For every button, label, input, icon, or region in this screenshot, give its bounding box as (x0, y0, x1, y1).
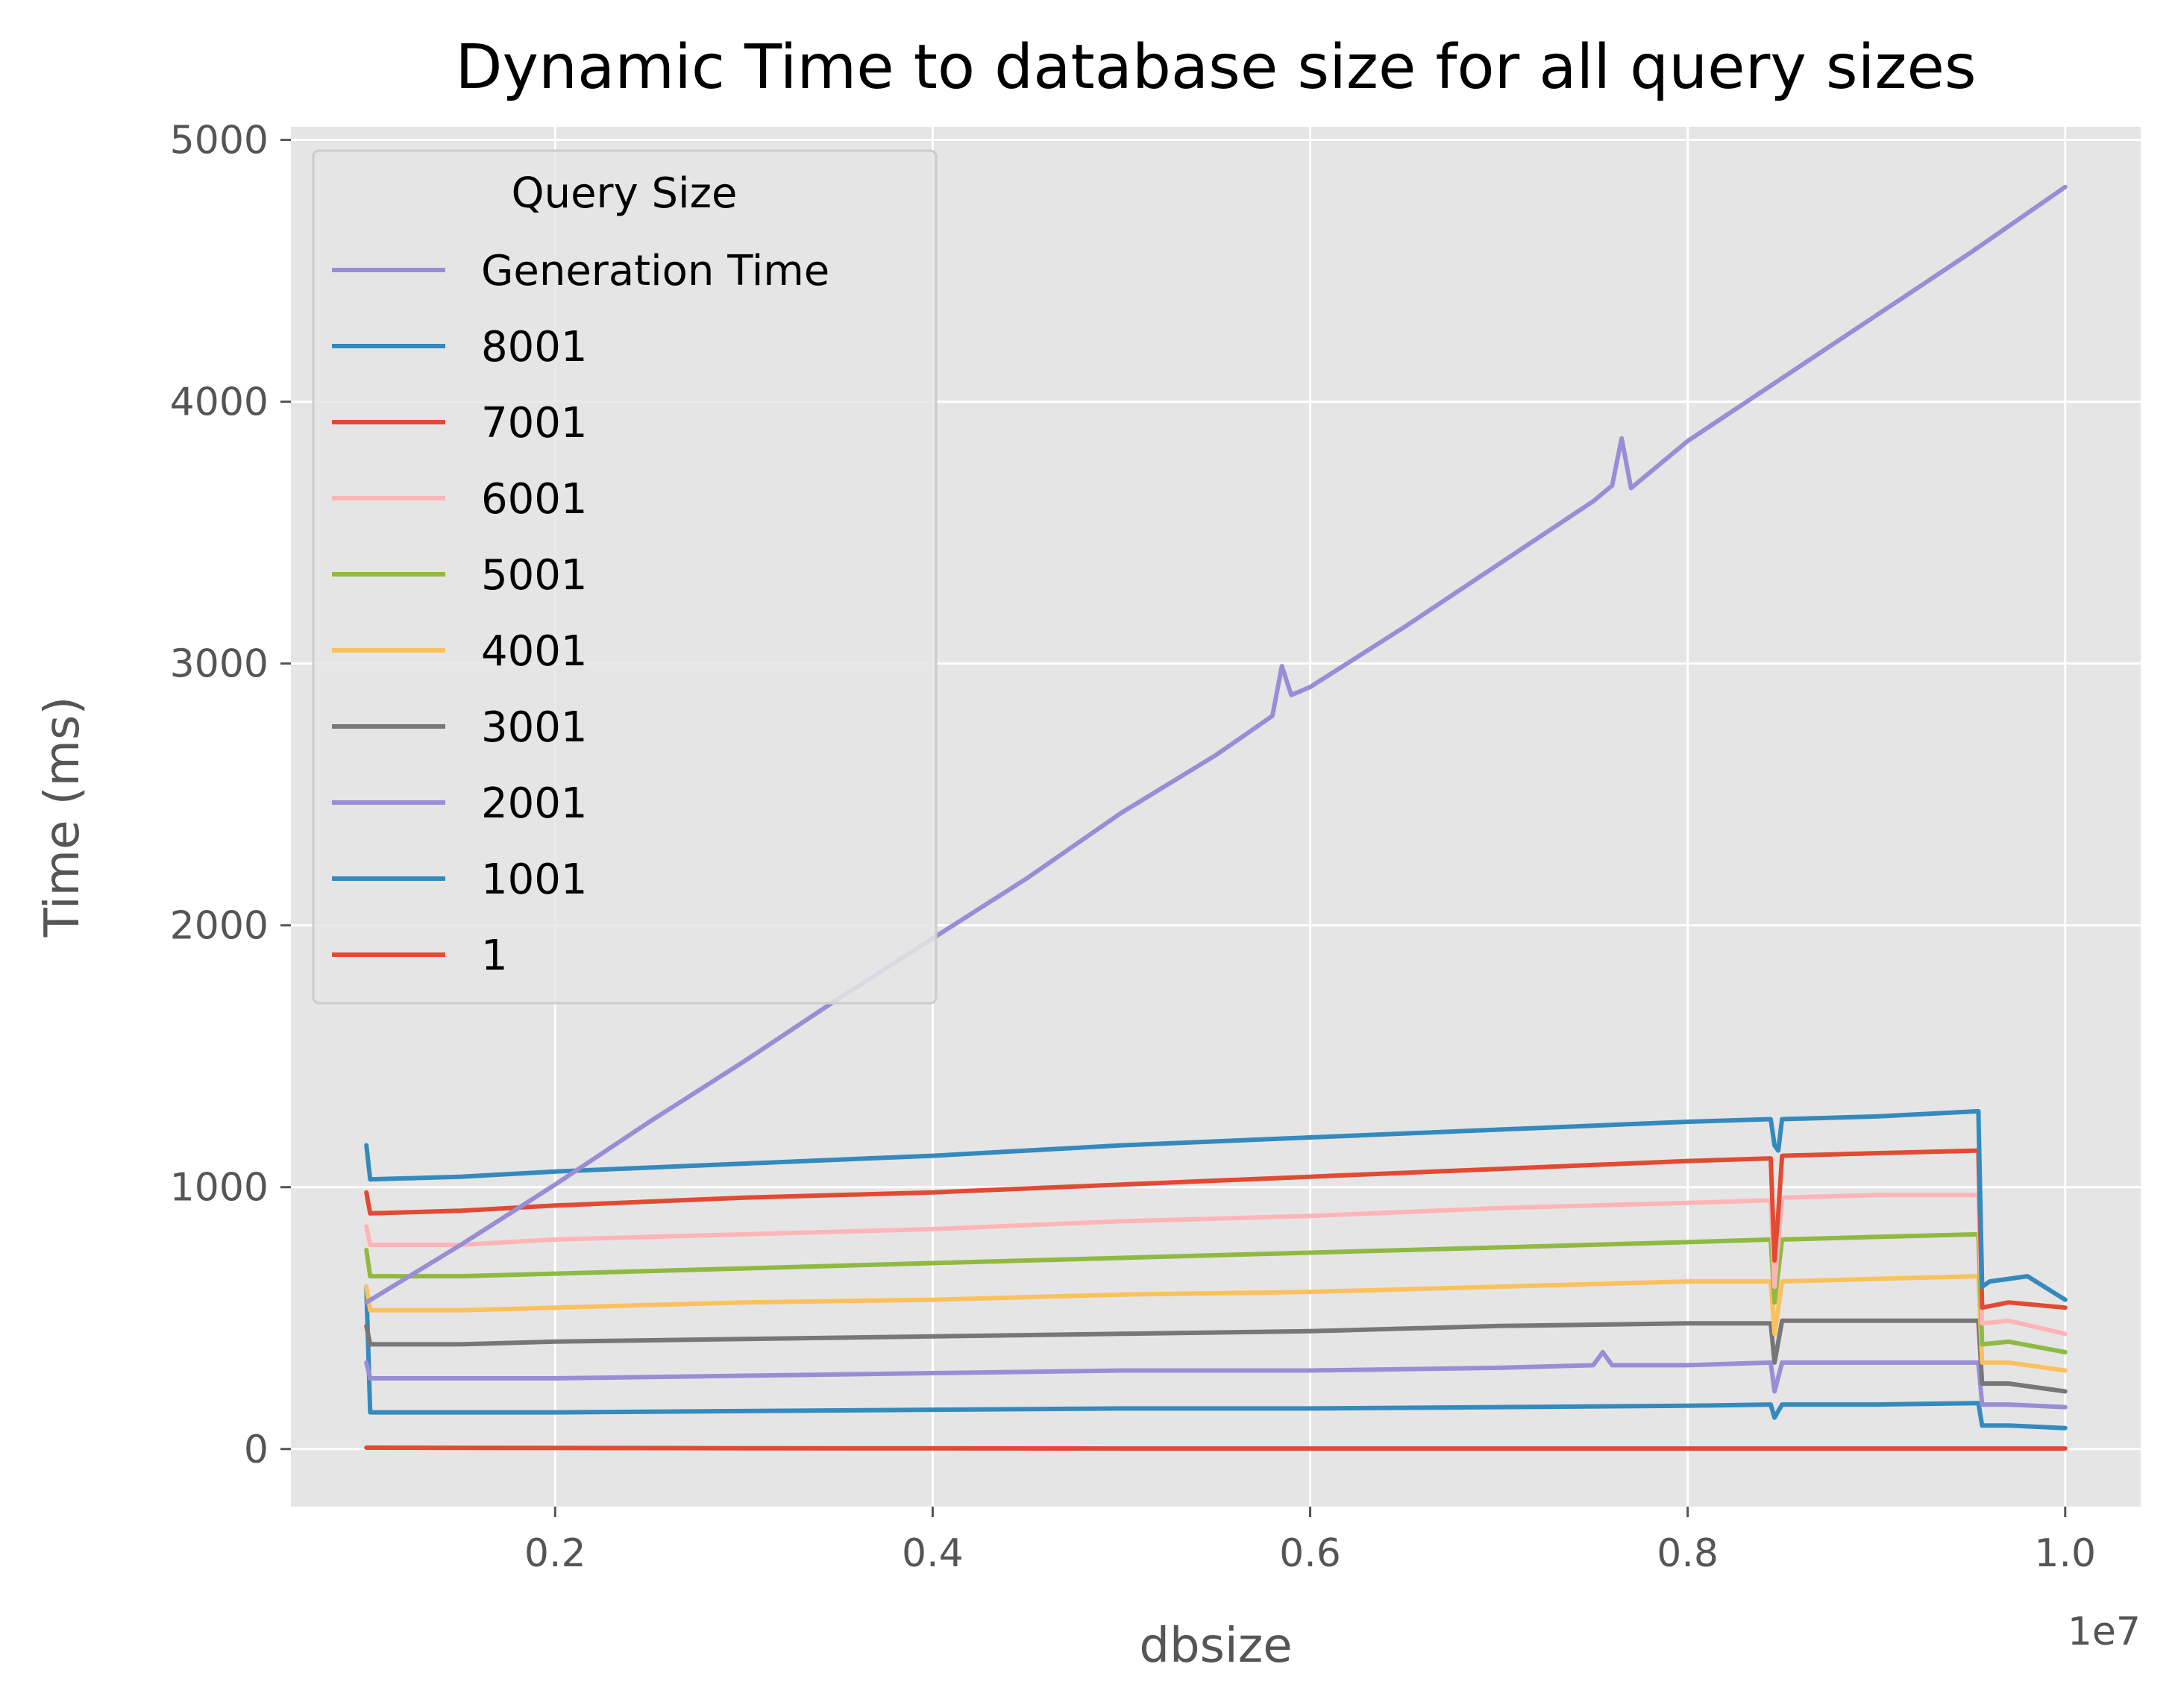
legend-label: 1001 (481, 855, 588, 904)
series-line-generation-time (364, 184, 2068, 1305)
legend-box (312, 149, 938, 1005)
legend-label: 4001 (481, 627, 588, 676)
series-line-2001 (364, 1349, 2068, 1410)
legend-label: 8001 (481, 323, 588, 371)
legend-label: 3001 (481, 703, 588, 752)
y-tick-label: 5000 (170, 119, 269, 163)
series-line-1001 (364, 1284, 2068, 1431)
x-axis-label: dbsize (1139, 1618, 1292, 1674)
x-ticks: 0.2 0.4 0.6 0.8 1.0 (524, 1507, 2096, 1576)
legend-label: 2001 (481, 779, 588, 828)
y-tick-label: 2000 (170, 904, 269, 949)
chart-title: Dynamic Time to database size for all qu… (455, 32, 1976, 103)
y-tick-label: 3000 (170, 642, 269, 687)
legend-label: 7001 (481, 399, 588, 448)
x-offset-label: 1e7 (2068, 1610, 2141, 1654)
series-layer (364, 184, 2068, 1451)
legend-title: Query Size (512, 169, 738, 218)
legend-label: 5001 (481, 551, 588, 600)
y-tick-label: 0 (244, 1428, 269, 1472)
legend-label: Generation Time (481, 247, 829, 295)
y-tick-label: 1000 (170, 1166, 269, 1211)
x-tick-label: 0.6 (1279, 1531, 1341, 1576)
x-tick-label: 0.8 (1657, 1531, 1719, 1576)
y-axis-label: Time (ms) (35, 697, 90, 938)
legend-entries: Generation Time 8001 7001 6001 5001 4001 3001 2… (332, 247, 829, 980)
x-tick-label: 1.0 (2034, 1531, 2096, 1576)
legend: Query Size Generation Time 8001 7001 6001 50… (312, 149, 938, 1005)
x-tick-label: 0.2 (524, 1531, 586, 1576)
y-tick-label: 4000 (170, 380, 269, 425)
legend-label: 1 (481, 932, 508, 980)
x-tick-label: 0.4 (902, 1531, 964, 1576)
legend-label: 6001 (481, 475, 588, 524)
series-line-8001 (364, 1108, 2068, 1302)
y-ticks: 0 1000 2000 3000 4000 5000 (170, 119, 291, 1472)
